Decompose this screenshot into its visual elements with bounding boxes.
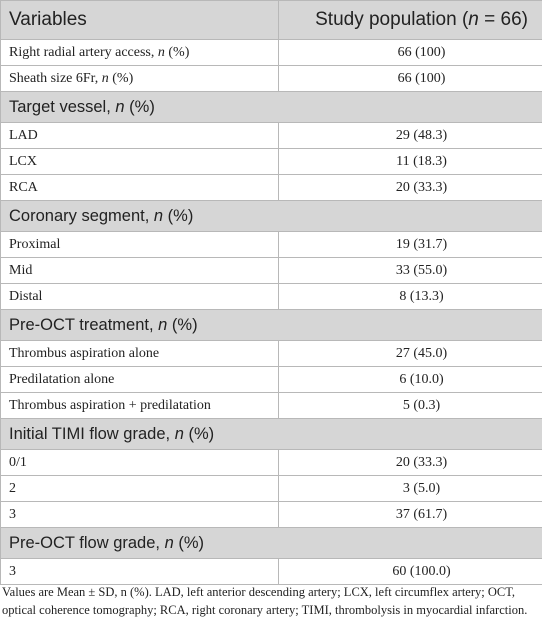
header-study-population: Study population (n = 66) [278,0,542,40]
row-value: 37 (61.7) [278,501,542,528]
header-col2-suffix: = 66) [478,9,528,30]
header-variables: Variables [0,0,279,40]
row-label: 2 [0,475,279,502]
label-suffix: (%) [164,44,190,60]
section-header-row: Pre-OCT treatment, n (%) [0,309,542,341]
label-text: Mid [9,262,33,278]
row-label: Right radial artery access, n (%) [0,39,279,66]
label-text: LAD [9,127,38,143]
label-suffix: (%) [173,533,205,552]
row-value: 60 (100.0) [278,558,542,585]
row-label: Sheath size 6Fr, n (%) [0,65,279,92]
section-header-row: Coronary segment, n (%) [0,200,542,232]
table-footnote: Values are Mean ± SD, n (%). LAD, left a… [2,585,528,617]
row-value: 66 (100) [278,65,542,92]
row-label: Mid [0,257,279,284]
row-label: Thrombus aspiration + predilatation [0,392,279,419]
label-text: 3 [9,563,16,579]
section-header-row: Initial TIMI flow grade, n (%) [0,418,542,450]
table-row: Mid 33 (55.0) [0,257,542,284]
row-value: 29 (48.3) [278,122,542,149]
data-table: Variables Study population (n = 66) Righ… [0,0,542,585]
label-text: Target vessel, [9,97,116,116]
section-label: Pre-OCT flow grade, n (%) [0,527,542,559]
row-value: 8 (13.3) [278,283,542,310]
table-row: Thrombus aspiration + predilatation 5 (0.… [0,392,542,419]
label-text: RCA [9,179,38,195]
row-label: 0/1 [0,449,279,476]
row-value: 20 (33.3) [278,449,542,476]
section-label: Initial TIMI flow grade, n (%) [0,418,542,450]
label-n: n [174,424,184,443]
label-text: Thrombus aspiration + predilatation [9,397,211,413]
label-text: Right radial artery access, [9,44,158,60]
row-label: LCX [0,148,279,175]
row-label: RCA [0,174,279,201]
header-col2-n: n [468,9,479,30]
label-text: Coronary segment, [9,206,154,225]
label-text: Proximal [9,236,61,252]
label-text: Initial TIMI flow grade, [9,424,175,443]
label-suffix: (%) [124,97,155,116]
table-row: LCX 11 (18.3) [0,148,542,175]
label-suffix: (%) [183,424,215,443]
table-row: Predilatation alone 6 (10.0) [0,366,542,393]
row-label: 3 [0,558,279,585]
label-suffix: (%) [167,315,198,334]
label-text: Thrombus aspiration alone [9,345,160,361]
table-row: Right radial artery access, n (%) 66 (100… [0,39,542,66]
row-value: 11 (18.3) [278,148,542,175]
label-text: LCX [9,153,37,169]
label-n: n [115,97,125,116]
table-row: Proximal 19 (31.7) [0,231,542,258]
label-suffix: (%) [108,70,134,86]
label-text: Pre-OCT flow grade, [9,533,165,552]
label-text: Predilatation alone [9,371,115,387]
row-value: 66 (100) [278,39,542,66]
row-label: Distal [0,283,279,310]
table-row: 3 60 (100.0) [0,558,542,585]
section-header-row: Target vessel, n (%) [0,91,542,123]
table-header-row: Variables Study population (n = 66) [0,0,542,40]
label-text: 0/1 [9,454,27,470]
section-label: Coronary segment, n (%) [0,200,542,232]
row-label: 3 [0,501,279,528]
label-n: n [101,70,109,86]
table-row: RCA 20 (33.3) [0,174,542,201]
table-body: Right radial artery access, n (%) 66 (100… [0,39,542,585]
table-row: 0/1 20 (33.3) [0,449,542,476]
section-label: Target vessel, n (%) [0,91,542,123]
label-text: Distal [9,288,43,304]
row-value: 20 (33.3) [278,174,542,201]
label-text: 2 [9,480,16,496]
row-value: 5 (0.3) [278,392,542,419]
row-label: Predilatation alone [0,366,279,393]
header-col2-prefix: Study population ( [315,9,469,30]
row-label: Thrombus aspiration alone [0,340,279,367]
row-value: 3 (5.0) [278,475,542,502]
label-text: Sheath size 6Fr, [9,70,102,86]
row-value: 33 (55.0) [278,257,542,284]
table-row: LAD 29 (48.3) [0,122,542,149]
label-n: n [153,206,164,225]
table-row: Thrombus aspiration alone 27 (45.0) [0,340,542,367]
table-row: Distal 8 (13.3) [0,283,542,310]
table-row: 2 3 (5.0) [0,475,542,502]
section-label: Pre-OCT treatment, n (%) [0,309,542,341]
label-n: n [157,44,165,60]
label-text: 3 [9,506,16,522]
row-value: 27 (45.0) [278,340,542,367]
row-label: LAD [0,122,279,149]
section-header-row: Pre-OCT flow grade, n (%) [0,527,542,559]
row-value: 6 (10.0) [278,366,542,393]
row-label: Proximal [0,231,279,258]
table-row: Sheath size 6Fr, n (%) 66 (100) [0,65,542,92]
label-n: n [158,315,168,334]
label-n: n [164,533,174,552]
row-value: 19 (31.7) [278,231,542,258]
label-text: Pre-OCT treatment, [9,315,159,334]
label-suffix: (%) [163,206,194,225]
table-row: 3 37 (61.7) [0,501,542,528]
